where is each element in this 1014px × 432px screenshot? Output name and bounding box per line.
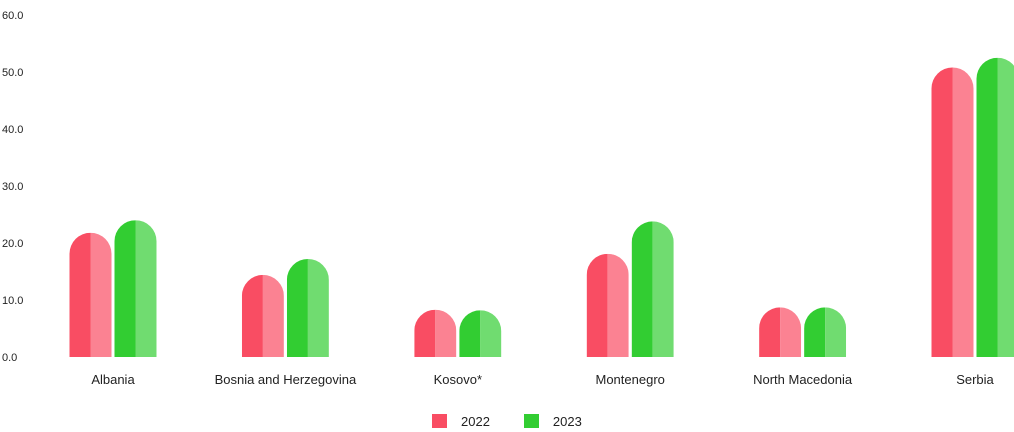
bar-left-half — [631, 221, 653, 357]
bar-right-half — [262, 274, 284, 357]
x-axis: Albania Bosnia and Herzegovina Kosovo* Mont… — [91, 372, 994, 387]
bar-group — [414, 309, 502, 357]
x-category-label: Montenegro — [596, 372, 665, 387]
legend-swatch-2022 — [432, 414, 447, 428]
y-tick-label: 40.0 — [2, 124, 23, 136]
x-category-label: North Macedonia — [753, 372, 853, 387]
legend-swatch-2023 — [523, 414, 539, 428]
y-tick-label: 0.0 — [2, 352, 17, 364]
x-category-label: Serbia — [956, 372, 994, 387]
bar-2023 — [976, 57, 1014, 357]
x-category-label: Albania — [91, 372, 135, 387]
bar-group — [69, 220, 157, 357]
bar-left-half — [931, 67, 953, 357]
bar-right-half — [135, 220, 157, 357]
bar-left-half — [759, 307, 781, 357]
y-tick-label: 60.0 — [2, 10, 23, 22]
bar-right-half — [652, 221, 674, 357]
bar-2023 — [286, 258, 329, 357]
x-category-label: Bosnia and Herzegovina — [215, 372, 357, 387]
y-tick-label: 30.0 — [2, 181, 23, 193]
x-category-label: Kosovo* — [434, 372, 482, 387]
bar-group — [586, 221, 674, 357]
y-tick-label: 10.0 — [2, 295, 23, 307]
bar-2023 — [631, 221, 674, 357]
legend-label-2023: 2023 — [552, 413, 582, 429]
bar-right-half — [997, 57, 1014, 357]
bar-right-half — [825, 307, 847, 357]
bar-right-half — [780, 307, 802, 357]
y-tick-label: 50.0 — [2, 67, 23, 79]
bar-2022 — [586, 253, 629, 357]
bar-right-half — [480, 310, 502, 357]
bar-2023 — [804, 307, 847, 357]
bars — [69, 57, 1014, 357]
bar-left-half — [114, 220, 136, 357]
bar-2022 — [241, 274, 284, 357]
legend-item-2022: 2022 — [432, 414, 490, 429]
bar-left-half — [459, 310, 481, 357]
bar-2022 — [931, 67, 974, 357]
bar-2023 — [459, 310, 502, 357]
bar-left-half — [414, 309, 436, 357]
bar-right-half — [307, 258, 329, 357]
y-tick-label: 20.0 — [2, 238, 23, 250]
bar-right-half — [90, 232, 112, 357]
bar-left-half — [286, 258, 308, 357]
y-axis: 0.0 10.0 20.0 30.0 40.0 50.0 60.0 — [2, 10, 23, 364]
bar-right-half — [435, 309, 457, 357]
bar-left-half — [804, 307, 826, 357]
bar-group — [241, 258, 329, 357]
bar-chart: 0.0 10.0 20.0 30.0 40.0 50.0 60.0 Albania Bosni… — [2, 10, 1014, 387]
legend-item-2023: 2023 — [523, 413, 582, 429]
bar-2022 — [414, 309, 457, 357]
bar-right-half — [607, 253, 629, 357]
bar-left-half — [976, 57, 998, 357]
legend-label-2022: 2022 — [461, 413, 490, 429]
bar-left-half — [69, 232, 91, 357]
bar-right-half — [952, 67, 974, 357]
bar-2022 — [69, 232, 112, 357]
bar-group — [759, 307, 847, 357]
legend: 2022 2023 — [432, 411, 616, 431]
bar-left-half — [586, 253, 608, 357]
bar-2023 — [114, 220, 157, 357]
bar-2022 — [759, 307, 802, 357]
bar-left-half — [241, 274, 263, 357]
bar-group — [931, 57, 1014, 357]
